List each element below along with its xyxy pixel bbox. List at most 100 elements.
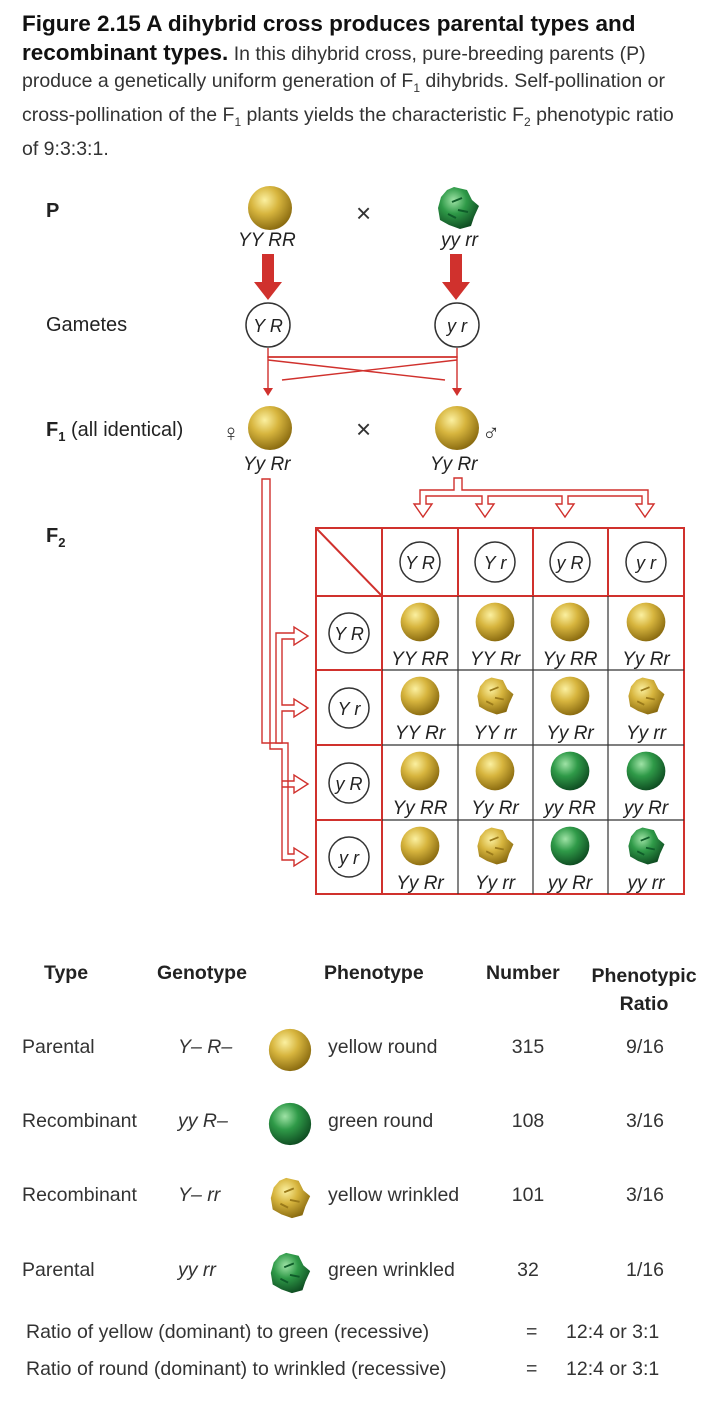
result-type: Parental	[22, 1036, 95, 1058]
col-gamete-circle	[474, 541, 516, 583]
ratio-line-label: Ratio of yellow (dominant) to green (rec…	[26, 1321, 430, 1343]
punnett-genotype: yy RR	[542, 798, 596, 819]
result-ratio: 3/16	[626, 1184, 664, 1206]
parent-left-genotype: YY RR	[238, 230, 296, 251]
caption-sub-2: 1	[234, 114, 242, 129]
result-genotype: Y– R–	[178, 1036, 233, 1058]
punnett-genotype: YY rr	[474, 723, 518, 744]
row-gamete-circle	[328, 612, 370, 654]
punnett-genotype: Yy Rr	[546, 723, 594, 744]
result-number: 315	[511, 1036, 545, 1058]
row-gamete-label: y r	[337, 848, 360, 868]
col-gamete-label: y R	[555, 553, 584, 573]
punnett-genotype: YY Rr	[395, 723, 446, 744]
punnett-square: Y R Y r y R y r Y R Y r y R y r YY RR YY Rr Yy R…	[315, 527, 685, 895]
f2-label-sub: 2	[58, 535, 66, 550]
punnett-pea	[475, 602, 515, 642]
row-gamete-circle	[328, 762, 370, 804]
figure-title: A dihybrid cross produces parental types…	[22, 11, 636, 65]
col-gamete-circle	[549, 541, 591, 583]
f1-male-pea	[435, 406, 479, 450]
parent-to-gamete-arrows	[254, 254, 470, 300]
figure-caption: Figure 2.15 A dihybrid cross produces pa…	[22, 10, 692, 163]
gametes-label: Gametes	[46, 314, 128, 336]
punnett-genotype: Yy Rr	[471, 798, 519, 819]
punnett-pea	[400, 751, 440, 791]
f1-label-rest: (all identical)	[65, 419, 184, 441]
col-gamete-label: Y r	[484, 553, 508, 573]
f1-female-pea	[248, 406, 292, 450]
row-gamete-label: Y r	[338, 699, 362, 719]
result-pea	[269, 1251, 312, 1295]
col-gamete-label: Y R	[405, 553, 435, 573]
result-ratio: 1/16	[626, 1259, 664, 1281]
header-type: Type	[44, 962, 89, 984]
punnett-genotype: yy rr	[626, 873, 666, 894]
punnett-pea	[550, 751, 590, 791]
punnett-genotype: yy Rr	[622, 798, 669, 819]
header-phenotype: Phenotype	[324, 962, 424, 984]
cross-symbol-p: ×	[356, 198, 372, 228]
punnett-genotype: Yy Rr	[622, 649, 670, 670]
punnett-pea	[476, 826, 515, 866]
result-type: Recombinant	[22, 1184, 137, 1206]
punnett-genotype: Yy RR	[393, 798, 448, 819]
f1-label: F1 (all identical)	[46, 419, 183, 444]
result-number: 101	[511, 1184, 545, 1206]
punnett-pea	[550, 676, 590, 716]
ratio-line-equals: =	[526, 1321, 538, 1343]
punnett-pea	[550, 602, 590, 642]
header-ratio-line-2: Ratio	[619, 993, 669, 1015]
f1-label-sub: 1	[58, 429, 66, 444]
gamete-fusion-arrows	[267, 348, 458, 390]
f2-label-f: F	[46, 525, 59, 547]
result-pea	[268, 1028, 312, 1072]
caption-text-3: plants yields the characteristic F	[241, 103, 524, 126]
female-gamete-distribution-arrows	[261, 478, 310, 868]
punnett-pea	[400, 676, 440, 716]
result-genotype: yy R–	[178, 1110, 228, 1132]
row-gamete-circle	[328, 687, 370, 729]
caption-sub-1: 1	[413, 80, 421, 95]
f1-right-genotype: Yy Rr	[430, 454, 478, 475]
result-phenotype: yellow wrinkled	[328, 1184, 460, 1206]
punnett-row-headers: Y R Y r y R y r	[328, 612, 370, 878]
f1-left-genotype: Yy Rr	[243, 454, 291, 475]
header-genotype: Genotype	[157, 962, 247, 984]
f1-label-f: F	[46, 419, 59, 441]
caption-text-2: dihybrids. Self-pollination or cross-pol…	[22, 70, 665, 126]
result-ratio: 9/16	[626, 1036, 664, 1058]
header-ratio-line-1: Phenotypic	[591, 965, 697, 987]
female-symbol: ♀	[222, 420, 240, 447]
punnett-genotype: Yy rr	[475, 873, 516, 894]
col-gamete-circle	[399, 541, 441, 583]
male-gamete-distribution-arrows	[412, 477, 656, 519]
p-label: P	[46, 200, 60, 222]
parent-right-genotype: yy rr	[441, 230, 478, 251]
result-number: 108	[511, 1110, 545, 1132]
punnett-pea	[550, 826, 590, 866]
punnett-pea	[627, 826, 666, 866]
cross-diagram: Y R y r	[245, 186, 685, 895]
punnett-pea	[476, 676, 515, 716]
parent-yellow-round-pea	[248, 186, 292, 230]
gamete-fusion-arrowheads	[263, 388, 462, 396]
gamete-left-label: Y R	[253, 316, 283, 336]
row-gamete-label: y R	[334, 774, 363, 794]
caption-text-1: In this dihybrid cross, pure-breeding pa…	[22, 43, 646, 92]
cross-symbol-f1: ×	[356, 414, 372, 444]
f2-label: F2	[46, 525, 65, 550]
result-phenotype: green round	[328, 1110, 434, 1132]
punnett-pea	[626, 602, 666, 642]
punnett-genotype: Yy RR	[543, 649, 598, 670]
result-genotype: yy rr	[178, 1259, 216, 1281]
col-gamete-circle	[625, 541, 667, 583]
result-pea	[268, 1102, 312, 1146]
result-type: Parental	[22, 1259, 95, 1281]
punnett-pea	[626, 751, 666, 791]
punnett-genotype: YY Rr	[470, 649, 521, 670]
punnett-genotype: yy Rr	[546, 873, 593, 894]
result-pea	[269, 1176, 312, 1220]
row-gamete-label: Y R	[334, 624, 364, 644]
